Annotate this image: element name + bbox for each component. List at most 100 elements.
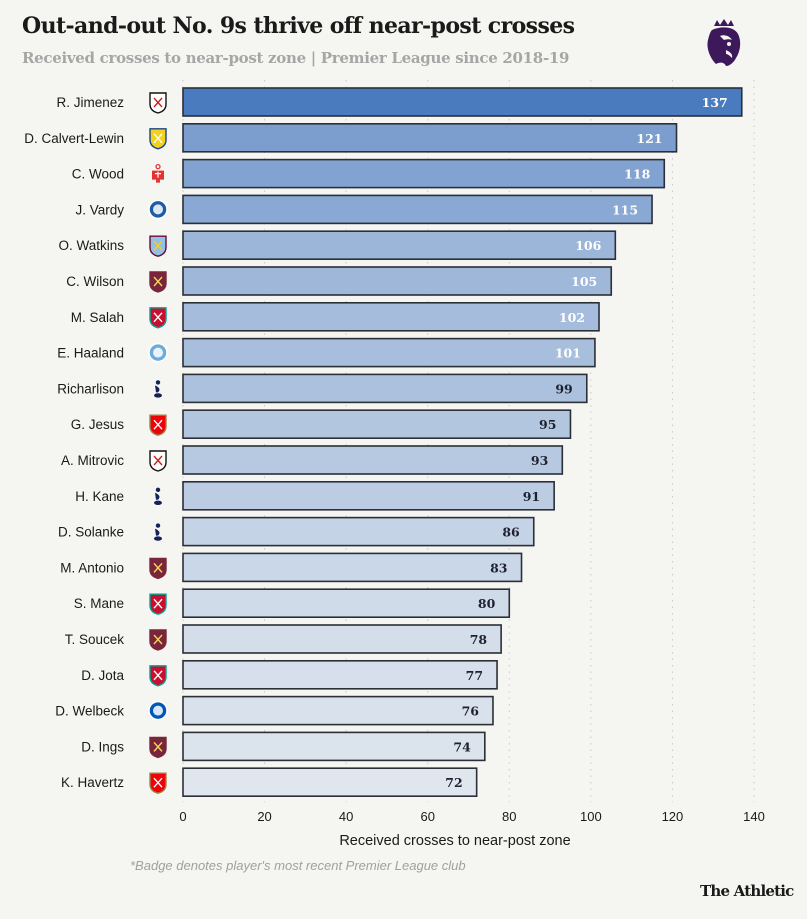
bars [182,87,743,798]
the-athletic-logo: The Athletic [700,882,794,900]
value-label: 121 [636,131,662,146]
x-tick-label: 120 [662,809,684,824]
value-label: 102 [559,310,585,325]
value-label: 91 [523,489,540,504]
value-label: 99 [555,381,572,396]
tottenham-badge-icon [154,380,162,398]
chart-title: Out-and-out No. 9s thrive off near-post … [22,13,575,39]
bar [182,695,494,726]
value-label: 137 [702,95,728,110]
bar [182,87,743,117]
bar [182,659,498,690]
bar [182,266,613,296]
category-label: D. Calvert-Lewin [24,131,124,146]
x-tick-label: 100 [580,809,602,824]
bar [182,230,617,260]
west-ham-badge-icon [149,736,167,759]
category-label: H. Kane [75,489,124,504]
x-tick-label: 140 [743,809,765,824]
category-label: G. Jesus [71,417,125,432]
tottenham-badge-icon [154,523,162,541]
category-label: K. Havertz [61,775,124,790]
tottenham-badge-icon [154,487,162,505]
bar [182,552,523,583]
category-label: S. Mane [74,596,124,611]
x-tick-label: 0 [179,809,186,824]
category-label: C. Wilson [66,274,124,289]
value-label: 105 [571,274,597,289]
x-axis-ticks: 0 20 40 60 80 100 120 140 [179,809,764,824]
value-label: 86 [502,525,520,540]
fulham-badge-icon [149,92,167,114]
category-label: D. Welbeck [55,704,124,719]
value-label: 106 [575,238,601,253]
value-label: 80 [478,596,496,611]
chart-subtitle: Received crosses to near-post zone | Pre… [22,49,570,67]
category-label: D. Jota [81,668,124,683]
value-label: 118 [624,167,650,182]
bar [182,624,502,654]
man-city-badge-icon [148,342,168,363]
value-label: 115 [612,202,638,217]
west-ham-badge-icon [149,557,167,580]
category-labels: R. Jimenez D. Calvert-Lewin C. Wood J. Vard… [24,95,124,790]
x-axis-label: Received crosses to near-post zone [339,833,570,849]
bar [182,767,478,798]
value-label: 76 [462,704,480,719]
category-label: D. Ings [81,739,124,754]
liverpool-badge-icon [149,593,167,615]
nottingham-forest-badge-icon [152,163,164,183]
value-label: 77 [466,668,483,683]
bar [182,194,653,225]
category-label: A. Mitrovic [61,453,124,468]
value-label: 101 [555,346,581,361]
liverpool-badge-icon [149,665,167,687]
category-label: M. Antonio [60,560,124,575]
premier-league-lion-icon [707,19,741,67]
bar [182,480,555,511]
category-label: E. Haaland [57,346,124,361]
arsenal-badge-icon [149,414,167,436]
fulham-badge-icon [149,450,167,472]
x-tick-label: 80 [502,809,516,824]
aston-villa-badge-icon [149,235,167,257]
bar [182,588,511,619]
bar [182,409,572,440]
west-ham-badge-icon [149,271,167,293]
bar [182,158,666,189]
bar [182,731,486,762]
leicester-badge-icon [148,199,168,220]
value-label: 78 [470,632,488,647]
bar [182,123,678,153]
liverpool-badge-icon [149,307,167,329]
bar [182,337,596,368]
category-label: J. Vardy [75,202,124,217]
category-label: C. Wood [72,167,124,182]
west-ham-badge-icon [149,629,167,651]
arsenal-badge-icon [149,772,167,794]
category-label: M. Salah [71,310,124,325]
bar [182,373,588,404]
bar [182,301,600,332]
leeds-badge-icon [149,128,167,150]
value-label: 83 [490,560,507,575]
category-label: D. Solanke [58,525,124,540]
value-label: 93 [531,453,548,468]
bar [182,516,535,547]
x-tick-label: 20 [257,809,271,824]
x-tick-label: 40 [339,809,353,824]
value-label: 72 [445,775,462,790]
value-label: 74 [453,739,471,754]
brighton-badge-icon [148,700,168,721]
category-label: Richarlison [57,381,124,396]
footnote: *Badge denotes player's most recent Prem… [130,858,466,873]
category-label: R. Jimenez [56,95,124,110]
club-badges [148,92,168,794]
value-labels: 137 121 118 115 106 105 102 101 99 95 93 91 86 83 80 78… [445,95,728,790]
category-label: T. Soucek [65,632,125,647]
x-tick-label: 60 [420,809,434,824]
bar [182,445,564,475]
category-label: O. Watkins [58,238,124,253]
value-label: 95 [539,417,556,432]
